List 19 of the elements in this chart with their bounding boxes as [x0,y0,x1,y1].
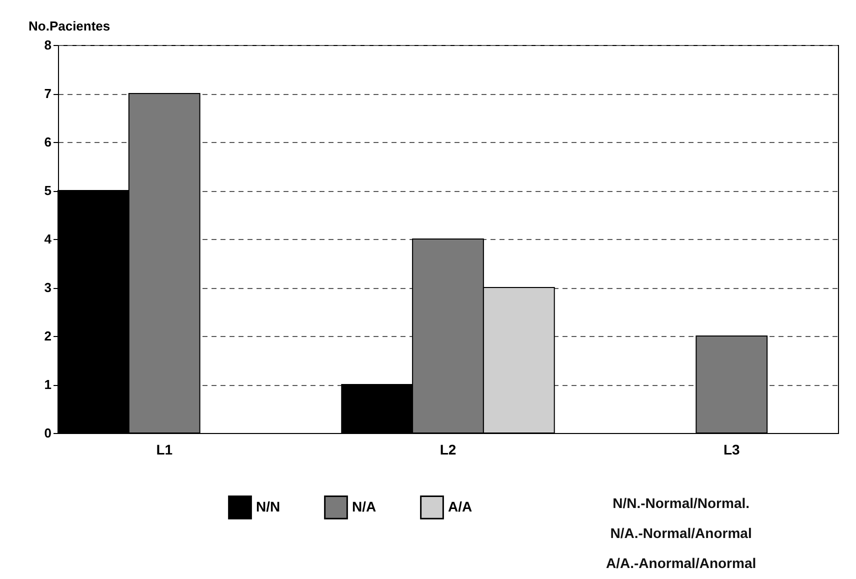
text: N/A.-Normal/Anormal [609,524,753,543]
y-tick-label: 2 [44,328,52,344]
text: A/A.-Anormal/Anormal [606,554,756,573]
y-tick-label: 6 [44,134,52,150]
y-tick-label: 3 [44,280,52,295]
y-tick-label: 8 [44,38,52,52]
x-tick-label: L3 [723,442,740,458]
text: N/N.-Normal/Normal. [612,494,751,513]
y-tick-label: 5 [44,183,52,198]
legend-label: A/A [448,498,472,514]
y-tick-label: 0 [44,426,52,440]
y-tick-label: 1 [44,377,52,392]
legend-label: N/A [352,498,376,514]
y-tick-label: 4 [44,232,52,246]
y-tick-label: 7 [44,86,52,101]
legend-label: N/N [256,498,280,514]
x-tick-label: L2 [440,442,456,458]
x-tick-label: L1 [156,442,173,458]
y-axis-title: No.Pacientes [28,18,110,34]
